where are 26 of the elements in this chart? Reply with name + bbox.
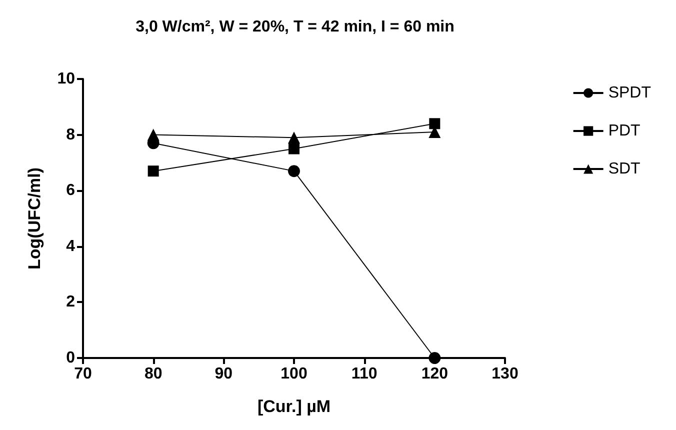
chart-title: 3,0 W/cm², W = 20%, T = 42 min, I = 60 min	[136, 18, 454, 36]
y-axis-title: Log(UFC/ml)	[25, 168, 44, 270]
point	[288, 143, 300, 154]
x-tick-label: 110	[351, 366, 378, 382]
x-tick-label: 120	[421, 366, 448, 382]
point	[428, 352, 441, 364]
point	[429, 118, 440, 130]
y-tick-label: 8	[66, 126, 76, 144]
point	[147, 128, 160, 141]
y-tick-label: 2	[66, 294, 76, 311]
y-tick-label: 6	[66, 182, 76, 200]
x-tick-label: 80	[144, 366, 162, 382]
y-tick-label: 0	[66, 350, 76, 366]
y-tick-label: 4	[66, 238, 76, 255]
point	[288, 165, 300, 178]
x-tick-label: 70	[74, 366, 92, 382]
point	[148, 166, 159, 177]
x-tick-label: 100	[280, 366, 308, 382]
legend-label: PDT	[608, 122, 641, 140]
point	[288, 132, 300, 144]
x-tick-label: 90	[214, 366, 233, 382]
x-tick-label: 130	[492, 366, 518, 382]
x-axis-title: [Cur.] µM	[257, 397, 331, 416]
y-tick-label: 10	[57, 70, 76, 88]
legend-label: SDT	[608, 160, 641, 178]
legend-label: SPDT	[608, 84, 652, 102]
